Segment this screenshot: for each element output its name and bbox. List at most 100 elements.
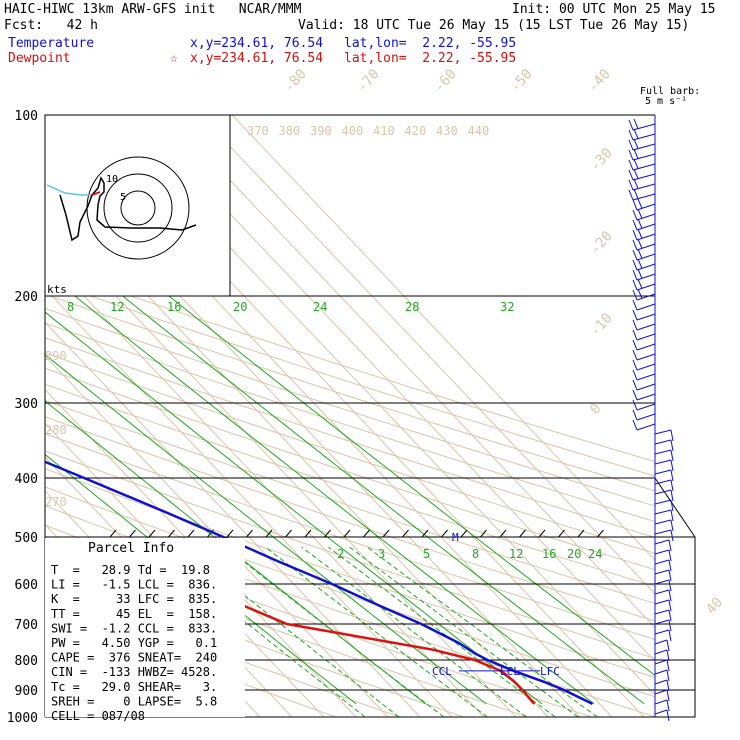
hodograph-storm-motion [91,191,101,196]
mixing-ratio-label: 8 [67,300,74,314]
wind-barb-feather [632,199,638,211]
level-tick [324,529,331,538]
wind-barb [628,188,656,201]
parcel-row: K = 33 LFC = 835. [51,592,217,606]
dry-adiabat [45,307,655,507]
wind-barb-feather [633,158,639,169]
parcel-row: Tc = 29.0 SHEAR= 3. [51,680,217,694]
wind-barb-feather [628,189,634,201]
parcel-row: CIN = -133 HWBZ= 4528. [51,665,217,679]
wind-barb-shaft [654,629,670,635]
mixing-ratio-dashed [265,546,488,717]
isotherm-line [45,287,453,717]
wind-barb [632,309,656,321]
dry-adiabat [45,416,655,622]
wind-barb-shaft [636,223,656,231]
wind-barbs [628,118,674,722]
wind-barb-shaft [636,423,656,431]
wind-barb-shaft [636,383,656,391]
hodograph-trace-upper [59,194,93,242]
wind-barb-shaft [632,123,656,131]
wind-barb-feather [628,169,634,181]
wind-barb [632,339,656,351]
wind-barb-feather [666,709,670,722]
theta-side-label: 280 [45,423,67,437]
isotherm-label: -40 [585,66,614,96]
wind-barb-shaft [654,709,668,715]
parcel-row: SWI = -1.2 CCL = 833. [51,621,217,635]
wind-barb-shaft [654,699,668,705]
wind-barb-shaft [636,323,656,331]
wind-barb-shaft [654,569,670,575]
wind-barb-shaft [654,599,670,605]
wind-barb-feather [637,198,643,209]
wind-barb-feather [670,479,674,492]
isotherm-line [199,115,655,595]
parcel-info-panel: Parcel Info T = 28.9 Td = 19.8LI = -1.5 L… [45,538,245,723]
parcel-row: TT = 45 EL = 158. [51,607,217,621]
ccl-marker-label: CCL [432,665,452,678]
wind-barb-feather [633,118,639,129]
wind-barb-feather [632,259,638,271]
wind-barb [654,619,672,632]
wind-barb [632,288,656,301]
temperature-profile [45,460,594,706]
wind-barb-shaft [654,649,668,655]
wind-barb [654,519,674,532]
wind-barb-feather [633,128,639,139]
level-tick [382,529,390,538]
plot-frame-lower [45,477,696,718]
temperature-xy: x,y=234.61, 76.54 [190,36,324,51]
wind-barb [632,319,656,331]
wind-barb [632,389,656,401]
wind-barb [632,369,656,381]
lfc-marker-label: LFC [540,665,560,678]
wind-barb-shaft [636,293,656,301]
wind-barb-shaft [636,313,656,321]
wind-barb [632,208,656,221]
level-tick [558,529,565,538]
mixing-ratio-dashed [183,546,400,717]
theta-side-label: 290 [45,349,67,363]
wind-barb [654,549,672,562]
wind-barb [654,479,674,492]
hodograph-ring-label: 5 [120,192,126,203]
wind-barb [632,228,656,241]
isotherm-label: -30 [587,145,616,175]
wind-barb-feather [637,288,643,299]
wind-barb [632,399,656,411]
wind-barb-feather [668,599,672,612]
wind-barb-shaft [654,579,670,585]
parcel-panel-bg [45,538,245,717]
wind-barb-feather [666,689,670,702]
mixing-ratio-label-lower: 3 [378,547,385,561]
theta-label: 370 [247,124,269,138]
wind-barb-feather [628,139,634,151]
hodograph-ring [103,173,173,243]
init-time: Init: 00 UTC Mon 25 May 15 [512,2,716,17]
wind-barb-feather [668,539,672,552]
wind-barb [654,429,674,442]
mixing-ratio-label-lower: 12 [509,547,523,561]
mixing-ratio-label-lower: 8 [472,547,479,561]
barb-key-line1: Full barb: [640,86,700,97]
level-tick [597,529,604,538]
wind-barb-feather [637,228,643,239]
wind-barb-feather [666,699,670,712]
wind-barb-feather [633,178,639,189]
wind-barb [654,679,670,692]
mixing-ratio-label: 20 [233,300,247,314]
level-markers: ELMCCLLCLLFC [432,531,560,678]
wind-barb-shaft [654,469,672,475]
wind-barb-feather [632,389,638,401]
wind-barb [654,539,672,552]
wind-barb-feather [668,619,672,632]
wind-barb-feather [633,138,639,149]
wind-barb [654,689,670,702]
theta-label: 430 [436,124,458,138]
theta-label: 390 [310,124,332,138]
melting-marker-label: M [452,531,459,544]
level-tick [538,529,546,538]
wind-barb-feather [668,549,672,562]
wind-barb-shaft [654,529,672,535]
